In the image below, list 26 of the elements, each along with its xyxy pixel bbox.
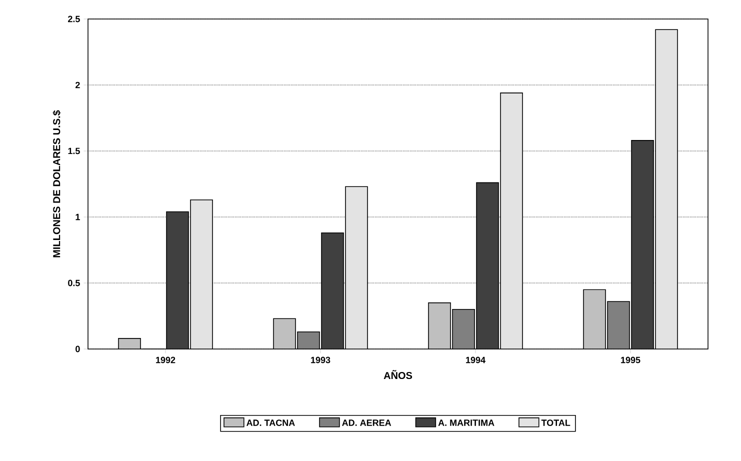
y-tick-label: 2.5 (68, 16, 80, 22)
y-tick-label: 0 (76, 346, 80, 352)
bar (297, 331, 320, 349)
x-tick-label: 1992 (156, 356, 176, 364)
y-tick-label: 0.5 (68, 280, 80, 286)
bar (607, 301, 630, 349)
y-tick-label: 1 (76, 214, 80, 220)
x-tick-label: 1994 (466, 356, 486, 364)
bar (452, 309, 475, 349)
bar (500, 92, 523, 349)
x-axis-title: AÑOS (384, 370, 412, 380)
legend-label: AD. TACNA (246, 420, 295, 426)
y-tick-label: 1.5 (68, 148, 80, 154)
x-tick-label: 1993 (311, 356, 330, 364)
legend-label: AD. AEREA (342, 420, 392, 426)
bar (190, 199, 213, 349)
y-axis-title: MILLONES DE DOLARES U.S.$ (52, 110, 61, 258)
bar (583, 289, 606, 349)
bar (345, 186, 368, 349)
legend-label: A. MARITIMA (438, 420, 494, 426)
legend-label: TOTAL (541, 420, 570, 426)
bar (428, 302, 451, 349)
bar (655, 29, 678, 349)
bar (273, 318, 296, 349)
y-tick-label: 2 (76, 82, 80, 88)
x-tick-label: 1995 (621, 356, 640, 364)
